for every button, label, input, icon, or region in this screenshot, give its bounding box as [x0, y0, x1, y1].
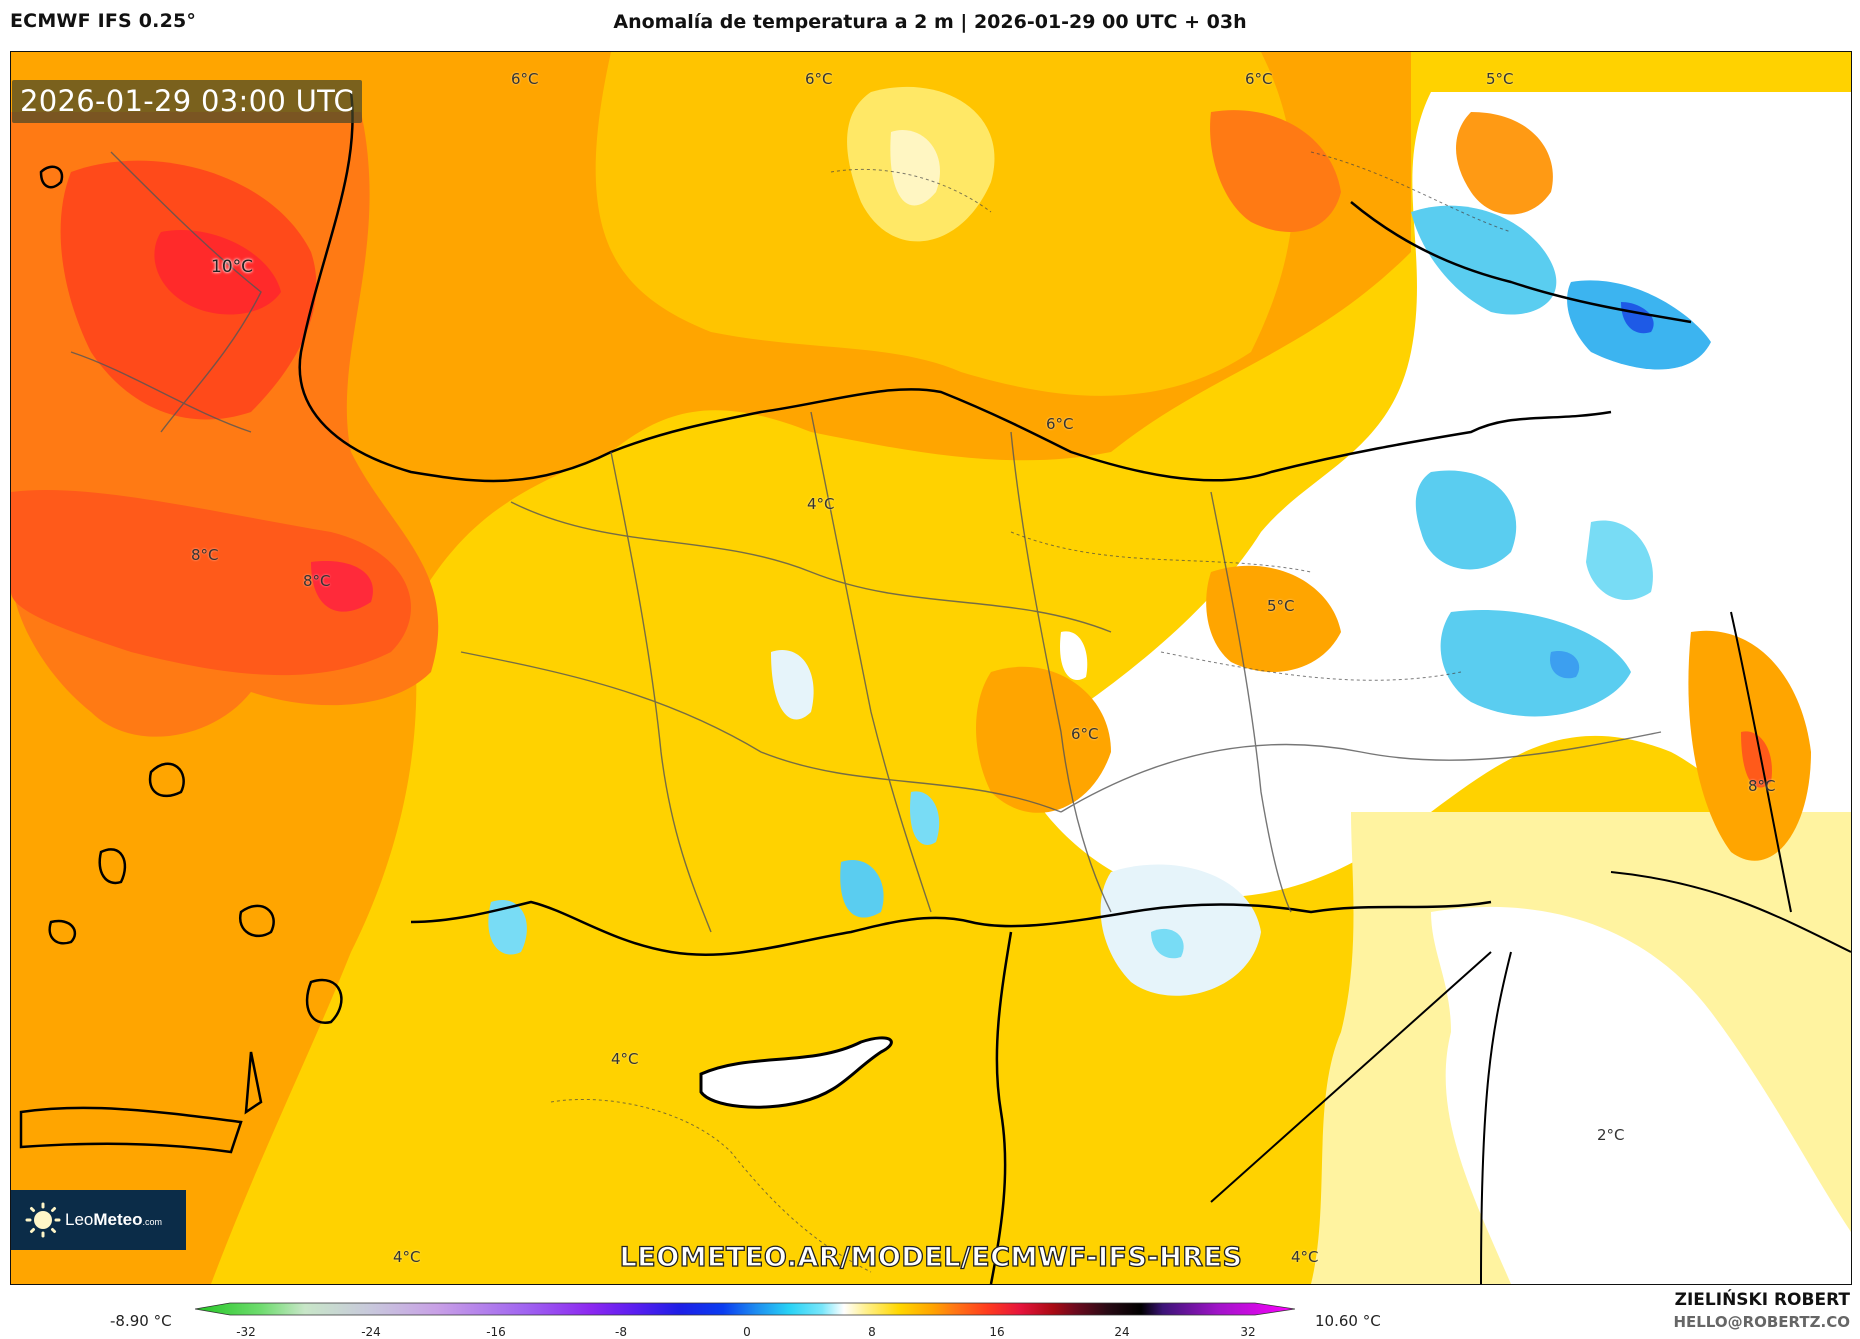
contour-label: 5°C — [1267, 597, 1295, 615]
colorbar-tick: -24 — [361, 1325, 381, 1339]
map-fill — [11, 52, 1851, 1284]
contour-label: 4°C — [393, 1248, 421, 1266]
contour-label: 5°C — [1486, 70, 1514, 88]
colorbar-max-label: 10.60 °C — [1315, 1312, 1381, 1330]
contour-label: 8°C — [1748, 777, 1776, 795]
logo-text: LeoMeteo.com — [65, 1210, 163, 1229]
colorbar-tick: 16 — [989, 1325, 1005, 1339]
contour-label: 6°C — [511, 70, 539, 88]
author-email: HELLO@ROBERTZ.CO — [1673, 1313, 1850, 1331]
colorbar-tick: -16 — [486, 1325, 506, 1339]
colorbar-tick: 24 — [1114, 1325, 1130, 1339]
leometeo-logo: LeoMeteo.com — [11, 1190, 186, 1250]
contour-label: 4°C — [807, 495, 835, 513]
contour-label: 4°C — [611, 1050, 639, 1068]
colorbar-tick: -32 — [236, 1325, 256, 1339]
contour-label: 6°C — [1245, 70, 1273, 88]
colorbar-tick: -8 — [615, 1325, 627, 1339]
chart-title: Anomalía de temperatura a 2 m | 2026-01-… — [613, 11, 1247, 33]
author-credit: ZIELIŃSKI ROBERT — [1674, 1290, 1850, 1310]
watermark-url: LEOMETEO.AR/MODEL/ECMWF-IFS-HRES — [619, 1241, 1243, 1273]
contour-label: 6°C — [805, 70, 833, 88]
colorbar-tick: 0 — [743, 1325, 751, 1339]
contour-label: 6°C — [1071, 725, 1099, 743]
anomaly-map: 2026-01-29 03:00 UTC 6°C 6°C 6°C 5°C 10°… — [10, 51, 1852, 1285]
contour-label: 8°C — [191, 546, 219, 564]
model-title: ECMWF IFS 0.25° — [10, 10, 197, 32]
contour-label: 2°C — [1597, 1126, 1625, 1144]
contour-label: 4°C — [1291, 1248, 1319, 1266]
valid-time-badge: 2026-01-29 03:00 UTC — [12, 80, 363, 123]
colorbar — [195, 1302, 1295, 1316]
contour-label: 6°C — [1046, 415, 1074, 433]
colorbar-tick: 8 — [868, 1325, 876, 1339]
colorbar-min-label: -8.90 °C — [110, 1312, 172, 1330]
contour-label: 8°C — [303, 572, 331, 590]
colorbar-tick: 32 — [1240, 1325, 1256, 1339]
sun-icon — [25, 1202, 61, 1238]
contour-label: 10°C — [211, 257, 254, 277]
